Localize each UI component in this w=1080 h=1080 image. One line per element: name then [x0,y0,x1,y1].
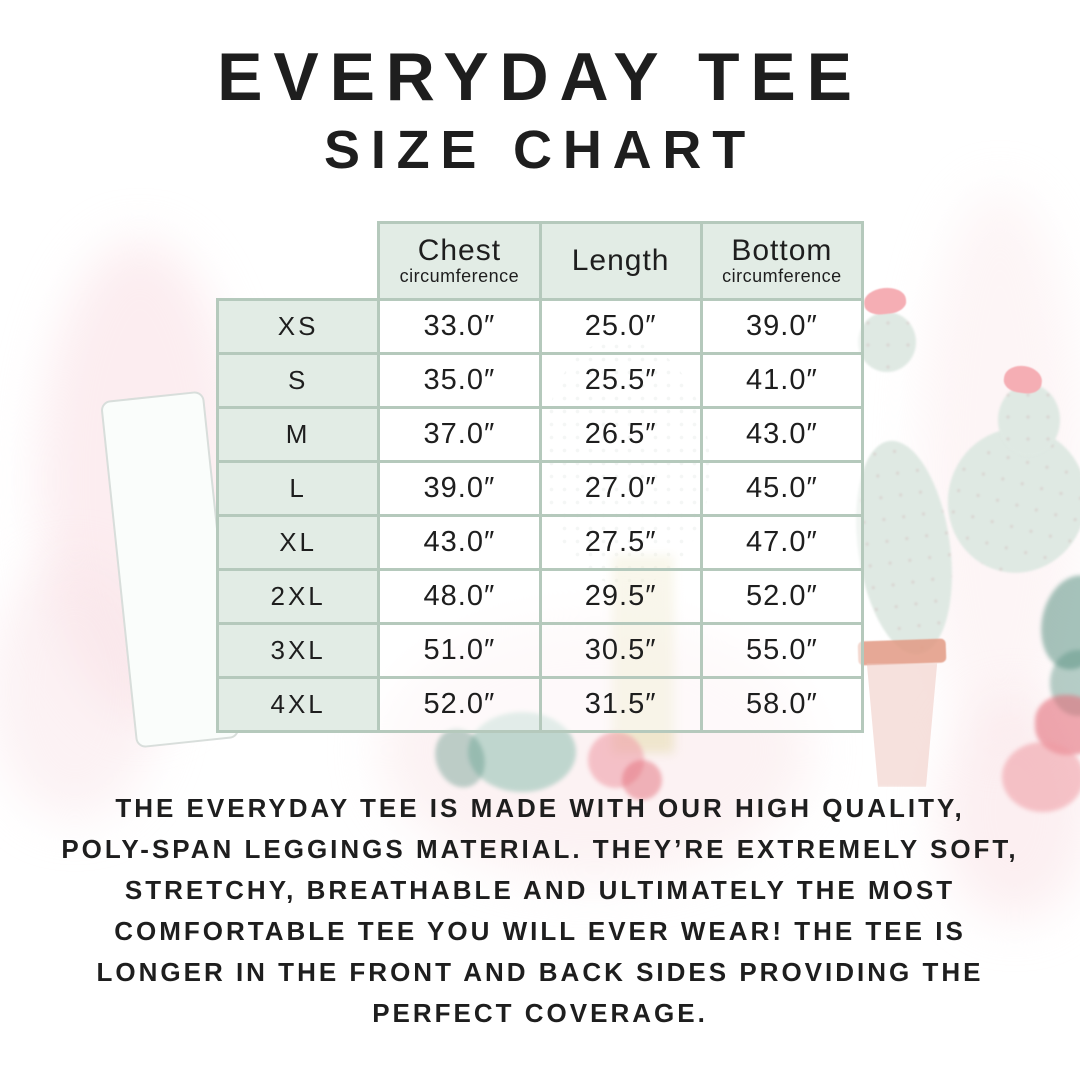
flower-pot-rim [857,638,947,666]
chest-value: 43.0″ [377,514,542,571]
size-label: XS [215,298,381,355]
cactus-flower-icon [1002,363,1044,396]
flower-pot-body [866,663,938,787]
table-row: S 35.0″ 25.5″ 41.0″ [215,352,865,409]
bottom-value: 45.0″ [699,460,865,517]
pink-flower-icon [588,732,644,788]
bottom-value: 58.0″ [699,676,865,733]
table-row: XL 43.0″ 27.5″ 47.0″ [215,514,865,571]
cactus-pad-icon [998,384,1060,456]
description-line: THE EVERYDAY TEE IS MADE WITH OUR HIGH Q… [115,793,965,823]
bottom-value: 41.0″ [699,352,865,409]
chest-value: 35.0″ [377,352,542,409]
cactus-flower-icon [862,285,908,317]
chest-value: 52.0″ [377,676,542,733]
column-sublabel: circumference [722,265,842,286]
bottom-value: 55.0″ [699,622,865,679]
title-block: EVERYDAY TEE SIZE CHART [0,39,1080,181]
description-line: STRETCHY, BREATHABLE AND ULTIMATELY THE … [124,875,956,905]
watercolor-pink-wash-left [40,240,240,720]
size-label: M [215,406,381,463]
length-value: 29.5″ [538,568,703,625]
table-row: L 39.0″ 27.0″ 45.0″ [215,460,865,517]
cactus-pad-icon [932,413,1080,588]
description-line: LONGER IN THE FRONT AND BACK SIDES PROVI… [96,957,984,987]
teal-leaf-icon [1032,569,1080,676]
length-value: 31.5″ [538,676,703,733]
table-row: 3XL 51.0″ 30.5″ 55.0″ [215,622,865,679]
table-row: 2XL 48.0″ 29.5″ 52.0″ [215,568,865,625]
red-flower-icon [1035,695,1080,755]
chest-value: 39.0″ [377,460,542,517]
column-sublabel: circumference [399,265,520,286]
bottom-value: 52.0″ [699,568,865,625]
column-header-bottom: Bottom circumference [699,221,865,301]
description-line: PERFECT COVERAGE. [372,998,708,1028]
page-title: EVERYDAY TEE [217,39,863,115]
size-chart-table: Chest circumference Length Bottom circum… [215,221,865,733]
bottom-value: 47.0″ [699,514,865,571]
bottom-value: 43.0″ [699,406,865,463]
size-label: 2XL [215,568,381,625]
length-value: 30.5″ [538,622,703,679]
table-header-row: Chest circumference Length Bottom circum… [218,221,865,301]
length-value: 26.5″ [538,406,703,463]
size-label: 3XL [215,622,381,679]
length-value: 25.5″ [538,352,703,409]
chest-value: 37.0″ [377,406,542,463]
teal-leaf-icon [1050,650,1080,716]
header-blank-cell [218,223,379,300]
column-label: Chest [417,234,502,268]
bottom-value: 39.0″ [699,298,865,355]
length-value: 25.0″ [538,298,703,355]
size-label: L [215,460,381,517]
size-label: XL [215,514,381,571]
length-value: 27.5″ [538,514,703,571]
cactus-pad-icon [858,312,916,372]
watercolor-pink-wash-lower-left [0,560,160,820]
column-header-length: Length [538,221,703,301]
description-line: POLY-SPAN LEGGINGS MATERIAL. THEY’RE EXT… [61,834,1019,864]
product-description: THE EVERYDAY TEE IS MADE WITH OUR HIGH Q… [0,788,1080,1034]
length-value: 27.0″ [538,460,703,517]
table-row: M 37.0″ 26.5″ 43.0″ [215,406,865,463]
page-subtitle: SIZE CHART [324,120,756,181]
chest-value: 51.0″ [377,622,542,679]
chest-value: 48.0″ [377,568,542,625]
description-line: COMFORTABLE TEE YOU WILL EVER WEAR! THE … [114,916,966,946]
watercolor-pink-wash-right [920,190,1080,750]
column-label: Length [571,244,670,278]
chest-value: 33.0″ [377,298,542,355]
size-label: 4XL [215,676,381,733]
size-label: S [215,352,381,409]
column-label: Bottom [731,234,833,268]
table-row: 4XL 52.0″ 31.5″ 58.0″ [215,676,865,733]
column-header-chest: Chest circumference [377,221,542,301]
table-row: XS 33.0″ 25.0″ 39.0″ [215,298,865,355]
